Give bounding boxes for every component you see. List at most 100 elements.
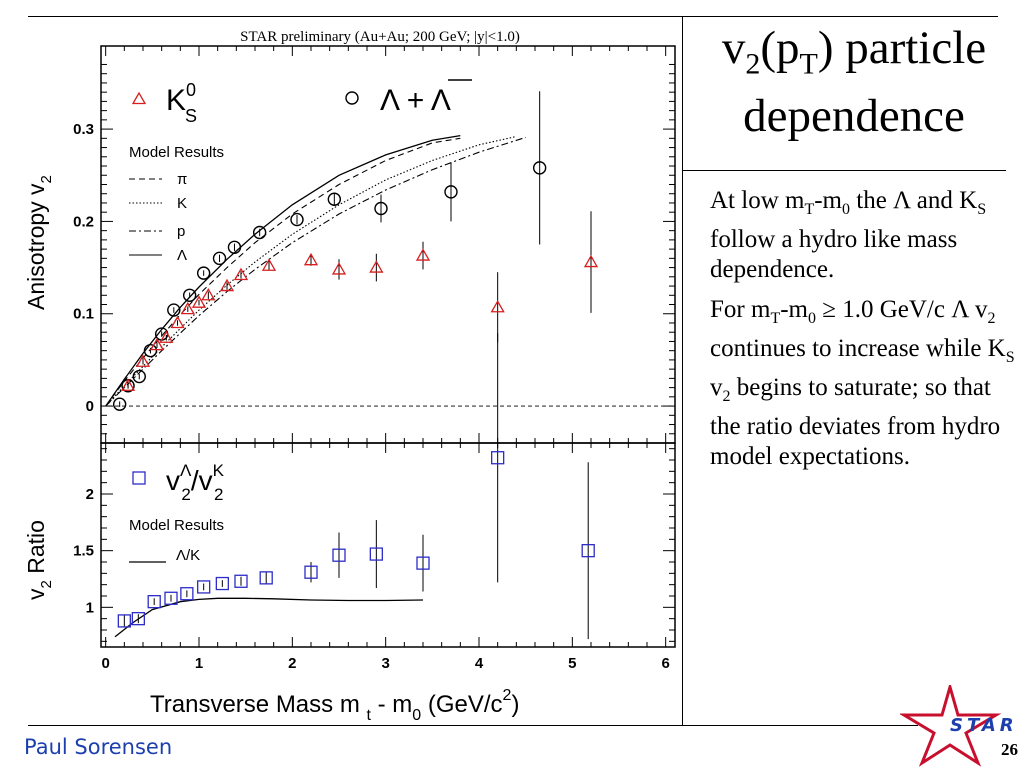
- paragraph-1: At low mT-m0 the Λ and KS follow a hydro…: [710, 187, 987, 283]
- top-y-axis-label: Anisotropy v2: [23, 175, 55, 310]
- top-y-tick-label: 0.2: [73, 213, 94, 230]
- ratio-data-point: [147, 595, 161, 609]
- model-curve-solid: [105, 134, 461, 407]
- author-name: Paul Sorensen: [24, 735, 173, 759]
- x-axis-label-sub-t: t: [366, 707, 371, 724]
- x-axis-label: Transverse Mass m t - m0 (GeV/c2): [150, 687, 519, 724]
- k0s-data-point: [415, 248, 431, 261]
- x-tick-label: 3: [381, 655, 389, 672]
- legend-lambda-marker: [345, 91, 359, 105]
- slide-body-text: At low mT-m0 the Λ and KS follow a hydro…: [710, 186, 1018, 482]
- ratio-model-results-title: Model Results: [129, 517, 224, 534]
- k0s-data-point: [191, 295, 207, 308]
- x-tick-label: 1: [195, 655, 203, 672]
- bottom-y-axis-label-sub: 2: [38, 580, 55, 588]
- lambda-data-point: [532, 161, 547, 175]
- ratio-model-curve: [114, 597, 424, 638]
- ratio-data-point: [164, 591, 178, 605]
- bottom-y-axis-label-text: Ratio: [23, 520, 49, 580]
- k0s-data-point: [583, 254, 599, 268]
- k0s-data-point: [219, 278, 235, 292]
- column-divider: [682, 16, 683, 726]
- x-axis-label-minus: - m: [371, 691, 412, 718]
- k0s-data-point: [159, 330, 174, 343]
- paragraph-2: For mT-m0 ≥ 1.0 GeV/c Λ v2 continues to …: [710, 296, 1015, 470]
- legend-ratio-sup-lambda: Λ: [180, 461, 192, 480]
- k0s-data-point: [170, 315, 185, 329]
- x-tick-label: 4: [475, 655, 484, 672]
- model-legend-label: p: [177, 223, 185, 240]
- top-y-tick-label: 0.1: [73, 306, 94, 323]
- lambda-data-point: [327, 192, 342, 206]
- model-legend-label: K: [177, 195, 187, 212]
- model-results-title: Model Results: [129, 144, 224, 161]
- ratio-data-point: [215, 576, 229, 591]
- model-curve-dotted: [105, 135, 517, 407]
- k0s-data-point: [261, 258, 277, 271]
- bottom-y-tick-label: 2: [86, 486, 94, 503]
- slide-title-line2: dependence: [743, 90, 965, 143]
- k0s-data-point: [303, 252, 319, 266]
- ratio-data-point: [491, 451, 505, 465]
- k0s-data-point: [233, 267, 249, 281]
- star-logo-icon: STAR: [900, 685, 1014, 767]
- ratio-data-point: [131, 612, 145, 626]
- lambda-data-point: [167, 303, 181, 317]
- ratio-data-point: [581, 544, 595, 558]
- k0s-data-point: [201, 287, 216, 301]
- x-tick-label: 6: [661, 655, 669, 672]
- top-y-tick-label: 0: [86, 398, 94, 415]
- bottom-y-axis-label-v: v: [23, 588, 49, 600]
- lambda-data-point: [132, 369, 146, 384]
- ratio-model-legend-label: Λ/K: [176, 547, 200, 564]
- top-y-axis-label-sub: 2: [38, 175, 55, 183]
- page-number: 26: [1001, 740, 1018, 759]
- legend-ratio-sup-k: K: [213, 461, 225, 480]
- x-axis-label-sup: 2: [503, 687, 512, 704]
- lambda-data-point: [227, 240, 242, 254]
- lambda-data-point: [143, 343, 158, 358]
- model-legend-label: π: [177, 171, 187, 188]
- model-curve-dashdot: [105, 136, 526, 407]
- header-rule: [28, 16, 998, 17]
- ratio-data-point: [416, 556, 430, 570]
- model-curve-dashed: [105, 137, 461, 407]
- lambda-data-point: [182, 288, 197, 302]
- ratio-data-point: [117, 614, 131, 628]
- bottom-y-tick-label: 1: [86, 599, 94, 616]
- ratio-data-point: [234, 574, 248, 588]
- ratio-data-point: [197, 580, 211, 594]
- lambda-data-point: [212, 251, 227, 266]
- x-tick-label: 5: [568, 655, 576, 672]
- legend-k0s-sup: 0: [186, 80, 196, 100]
- bottom-panel-frame: [100, 442, 676, 648]
- star-logo-shape: [900, 685, 1002, 767]
- top-y-axis-label-text: Anisotropy v: [23, 183, 49, 310]
- k0s-data-point: [331, 262, 347, 275]
- top-y-tick-label: 0.3: [73, 121, 94, 138]
- k0s-data-point: [180, 301, 195, 315]
- k0s-data-point: [149, 337, 165, 351]
- lambda-data-point: [444, 185, 458, 199]
- legend-ratio-label: vΛ 2/vK 2: [166, 461, 225, 504]
- lambda-data-point: [196, 266, 211, 280]
- legend-k0s-marker: [131, 91, 147, 105]
- footer-rule: [28, 725, 918, 726]
- legend-k0s-symbol: K: [166, 84, 186, 117]
- lambda-data-point: [112, 397, 127, 411]
- x-axis-label-text: Transverse Mass m: [150, 691, 366, 718]
- legend-ratio-v: v: [166, 465, 180, 496]
- legend-lambda-label: Λ + Λ: [380, 84, 451, 117]
- x-axis-label-sub-0: 0: [412, 707, 421, 724]
- k0s-data-point: [135, 354, 151, 367]
- title-rule: [682, 170, 1006, 171]
- legend-k0s-sub: S: [185, 106, 197, 126]
- legend-ratio-slash-v: /v: [191, 465, 213, 496]
- model-legend-label: Λ: [177, 247, 187, 264]
- bottom-y-axis-label: v2 Ratio: [23, 520, 55, 600]
- x-axis-label-close: ): [511, 691, 519, 718]
- k0s-data-point: [369, 260, 384, 273]
- v2-figure: STAR preliminary (Au+Au; 200 GeV; |y|<1.…: [23, 29, 676, 724]
- legend-ratio-sub: 2: [181, 485, 190, 504]
- k0s-data-point: [490, 299, 505, 313]
